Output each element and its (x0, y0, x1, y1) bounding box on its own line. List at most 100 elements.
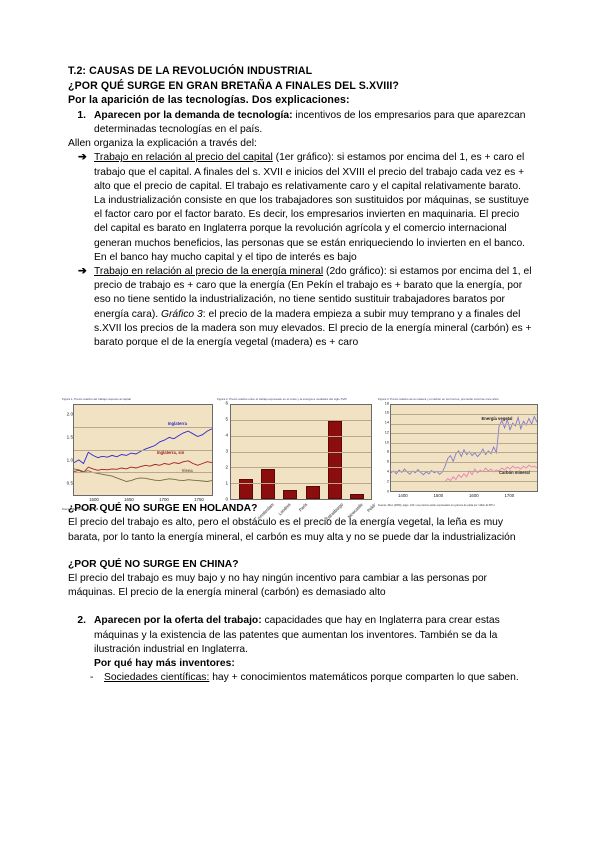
figure-3-source-note: Fuente: Allen (2009), págs. 140. Los pre… (378, 503, 496, 507)
figure-3-x-tick: 1700 (504, 492, 515, 498)
figure-3-x-tick: 1600 (468, 492, 479, 498)
figure-2-plot-wrap: 6 5 4 3 2 1 0 Amsterdam Londres París Estrasburgo… (217, 401, 375, 530)
arrow-bullet-1-text: (1er gráfico): si estamos por encima del… (94, 152, 530, 263)
figure-1-x-tick: 1600 (89, 496, 99, 502)
arrow-bullet-2: ➔ Trabajo en relación al precio de la en… (68, 265, 532, 350)
figure-2-bar (305, 486, 320, 499)
figure-1: Figura 1. Precio relativo del trabajo re… (62, 398, 214, 544)
page-title-line-1: T.2: CAUSAS DE LA REVOLUCIÓN INDUSTRIAL (68, 65, 313, 77)
figure-1-series-line (74, 459, 212, 473)
numbered-item-2: 2. Aparecen por la oferta del trabajo: c… (68, 614, 532, 657)
figure-3-y-tick: 10 (384, 440, 389, 445)
figure-3-x-axis: 1400 1500 1600 1700 (390, 492, 538, 502)
paragraph-china: El precio del trabajo es muy bajo y no h… (68, 573, 487, 599)
arrow-bullet-2-text-a: (2do gráfico): si estamos por encima del… (94, 266, 532, 320)
figure-2-category-label: Newcastle (346, 501, 364, 519)
gridline (391, 452, 537, 454)
figure-3-series-label: Carbón mineral (499, 469, 530, 475)
figure-3-y-tick: 16 (384, 411, 389, 416)
figure-3-series-label: Energía vegetal (481, 415, 513, 421)
figure-3-plot-area: Energía vegetal Carbón mineral (390, 403, 538, 492)
figure-3-lines (391, 414, 537, 482)
figure-2-category-label: Amsterdam (256, 501, 276, 521)
figure-1-caption: Figura 1. Precio relativo del trabajo re… (62, 398, 131, 401)
arrow-bullet-2-term: Trabajo en relación al precio de la ener… (94, 266, 324, 278)
arrow-icon: ➔ (78, 152, 87, 164)
paragraph-holanda: El precio del trabajo es alto, pero el o… (68, 517, 516, 543)
gridline (231, 451, 371, 453)
figure-1-series-label: Inglaterra (167, 420, 187, 426)
gridline (74, 427, 212, 429)
figure-2-y-axis: 6 5 4 3 2 1 0 (217, 401, 230, 502)
figure-2-category-labels: Amsterdam Londres París Estrasburgo Newcastl… (230, 500, 375, 530)
figure-2-category-label: Londres (277, 501, 292, 516)
figure-1-series-line (74, 427, 212, 464)
numbered-item-2-number: 2. (77, 615, 86, 627)
figure-2-category-label: Pekín (366, 501, 375, 513)
figure-3-y-tick: 12 (384, 430, 389, 435)
figure-1-x-tick: 1700 (159, 496, 169, 502)
figure-1-y-tick: 1.5 (66, 434, 73, 440)
figure-3-y-tick: 4 (386, 469, 389, 474)
gridline (231, 482, 371, 484)
figure-2-y-tick: 3 (225, 448, 228, 454)
figure-1-x-tick: 1750 (194, 496, 204, 502)
figure-1-series-label: Viena (181, 467, 193, 473)
figures-row: Figura 1. Precio relativo del trabajo re… (62, 398, 540, 544)
heading-holanda: ¿POR QUÉ NO SURGE EN HOLANDA? (68, 503, 258, 515)
document-body: T.2: CAUSAS DE LA REVOLUCIÓN INDUSTRIAL … (68, 64, 532, 685)
numbered-item-1: 1. Aparecen por la demanda de tecnología… (68, 109, 532, 137)
gridline (74, 472, 212, 474)
figure-1-y-axis: 2.0 1.5 1.0 0.5 (62, 404, 75, 496)
numbered-item-2-lead: Aparecen por la oferta del trabajo: (94, 615, 262, 627)
gridline (231, 467, 371, 469)
gridline (231, 420, 371, 422)
dash-bullet-1-text: hay + conocimientos matemáticos porque c… (209, 672, 519, 684)
arrow-bullet-2-text-b: : el precio de la madera empieza a subir… (94, 308, 532, 349)
gridline (391, 481, 537, 483)
dash-bullet-1-body: Sociedades científicas: hay + conocimien… (104, 671, 532, 685)
numbered-item-2-body: Aparecen por la oferta del trabajo: capa… (94, 614, 532, 657)
allen-intro-line: Allen organiza la explicación a través d… (68, 138, 257, 150)
arrow-bullet-1-body: Trabajo en relación al precio del capita… (94, 151, 532, 265)
figure-2-y-tick: 1 (225, 480, 228, 486)
figure-3-y-tick: 6 (386, 459, 389, 464)
arrow-bullet-2-figure-ref: Gráfico 3 (160, 308, 203, 320)
gridline (391, 461, 537, 463)
figure-1-y-tick: 0.5 (66, 480, 73, 486)
figure-2-bar (283, 489, 298, 499)
gridline (391, 471, 537, 473)
figure-3-x-tick: 1500 (433, 492, 444, 498)
arrow-bullet-1-term: Trabajo en relación al precio del capita… (94, 152, 273, 164)
numbered-item-1-number: 1. (77, 109, 86, 121)
figure-3-y-tick: 8 (386, 450, 389, 455)
dash-icon: - (90, 672, 94, 684)
gridline (391, 433, 537, 435)
figure-2-caption: Figura 2. Precio relativo entre el traba… (217, 398, 347, 401)
figure-1-y-tick: 2.0 (66, 411, 73, 417)
dash-bullet-1-term: Sociedades científicas: (104, 672, 210, 684)
gridline (391, 442, 537, 444)
figure-2-y-tick: 4 (225, 432, 228, 438)
figure-2-y-tick: 5 (225, 416, 228, 422)
gridline (391, 423, 537, 425)
figure-1-x-tick: 1650 (124, 496, 134, 502)
figure-2-category-label: Estrasburgo (324, 501, 345, 522)
numbered-item-2-text: capacidades que hay en Inglaterra para c… (94, 615, 500, 655)
figure-2-plot-area (230, 403, 372, 500)
arrow-bullet-1: ➔ Trabajo en relación al precio del capi… (68, 151, 532, 265)
figure-2-y-tick: 2 (225, 464, 228, 470)
figure-1-y-tick: 1.0 (66, 457, 73, 463)
figure-2-y-tick: 0 (225, 496, 228, 502)
figure-1-plot-area: Inglaterra Inglaterra, sin Viena (73, 403, 213, 496)
heading-china: ¿POR QUÉ NO SURGE EN CHINA? (68, 558, 239, 570)
figure-3-y-axis: 18 16 14 12 10 8 6 4 2 0 (378, 401, 391, 493)
figure-1-x-axis: 1600 1650 1700 1750 (73, 496, 213, 506)
numbered-item-1-lead: Aparecen por la demanda de tecnología: (94, 109, 293, 121)
figure-2-category-label: París (298, 501, 309, 513)
arrow-icon: ➔ (78, 266, 87, 278)
figure-3-y-tick: 18 (384, 401, 389, 406)
figure-3-series-line (444, 464, 537, 482)
figure-3-caption: Figura 3. Precio relativo de la madera y… (378, 398, 499, 401)
figure-2-bar (349, 493, 364, 499)
